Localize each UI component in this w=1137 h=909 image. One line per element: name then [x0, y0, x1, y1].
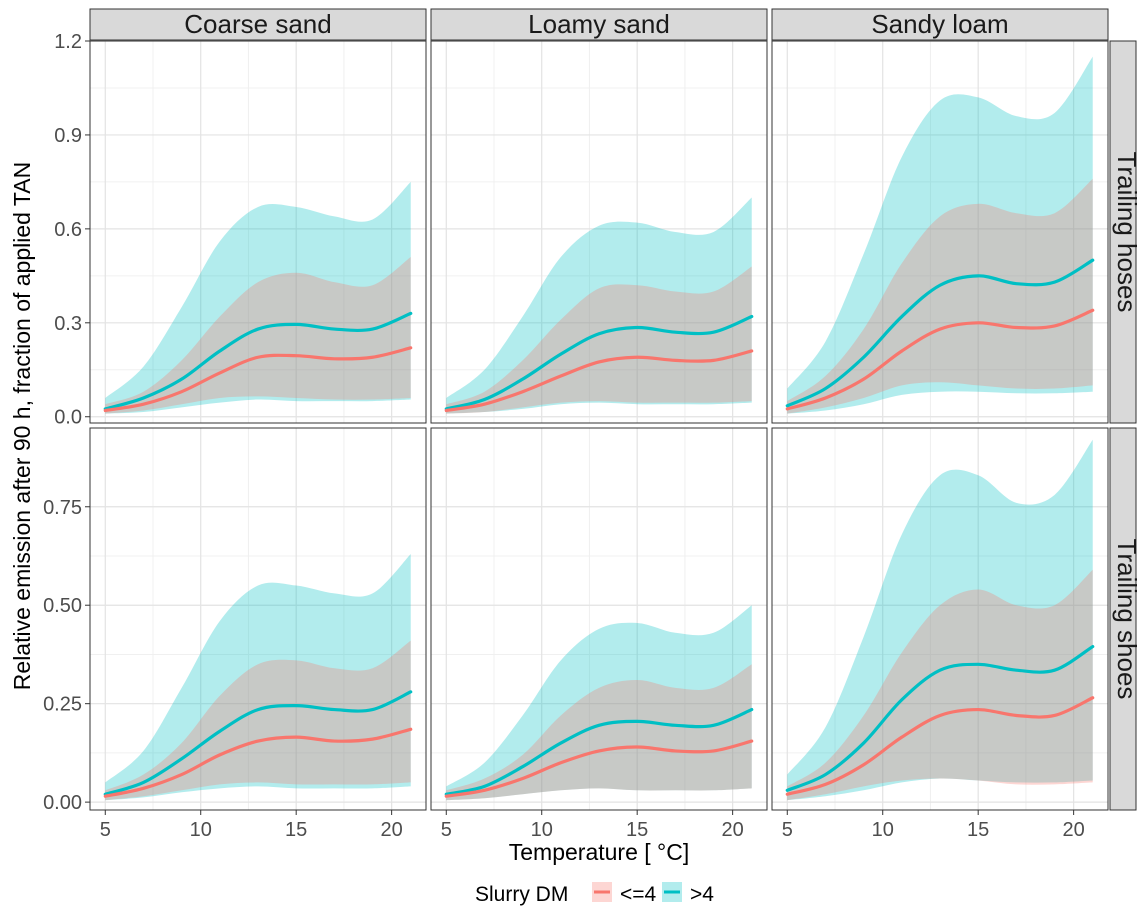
y-tick-label: 0.00 [43, 792, 82, 814]
row-strip-label: Trailing shoes [1112, 539, 1137, 700]
panel-background [90, 41, 426, 423]
confidence-band [105, 181, 411, 414]
mean-line [785, 308, 1095, 411]
panel-background [431, 428, 767, 810]
y-tick-label: 0.3 [54, 313, 82, 335]
legend-label: >4 [690, 883, 714, 906]
confidence-band [446, 266, 752, 414]
panel-border [89, 427, 427, 811]
x-tick-label: 15 [285, 819, 307, 841]
x-tick-label: 20 [381, 819, 403, 841]
column-strip [89, 8, 427, 41]
panel-border [771, 427, 1109, 811]
x-tick-label: 20 [722, 819, 744, 841]
y-tick-label: 0.75 [43, 497, 82, 519]
mean-line [103, 690, 413, 796]
mean-line [444, 707, 754, 796]
confidence-band [787, 178, 1093, 414]
x-tick-label: 10 [190, 819, 212, 841]
mean-line [444, 349, 754, 413]
panel-background [90, 428, 426, 810]
x-tick-label: 15 [967, 819, 989, 841]
legend: Slurry DM <=4 >4 [475, 882, 714, 906]
legend-label: <=4 [620, 883, 657, 906]
panel-border [771, 40, 1109, 424]
confidence-band [787, 56, 1093, 414]
y-tick-label: 0.25 [43, 694, 82, 716]
x-tick-label: 10 [531, 819, 553, 841]
column-strip-label: Sandy loam [871, 9, 1008, 39]
panel-background [772, 428, 1108, 810]
column-strip-label: Coarse sand [184, 9, 331, 39]
confidence-band [787, 439, 1093, 801]
panel [430, 427, 768, 811]
y-axis-title: Relative emission after 90 h, fraction o… [9, 162, 35, 690]
x-tick-label: 5 [441, 819, 452, 841]
panel [89, 40, 427, 424]
x-tick-label: 5 [100, 819, 111, 841]
mean-line [103, 346, 413, 413]
mean-line [103, 311, 413, 411]
mean-line [785, 644, 1095, 792]
mean-line [444, 739, 754, 798]
confidence-band [105, 257, 411, 414]
y-tick-label: 0.9 [54, 125, 82, 147]
row-strip [1109, 427, 1137, 811]
x-axis-title: Temperature [ °C] [509, 839, 690, 865]
y-tick-label: 1.2 [54, 31, 82, 53]
confidence-band [105, 554, 411, 801]
panel [430, 40, 768, 424]
mean-line [785, 258, 1095, 408]
panel [89, 427, 427, 811]
mean-line [785, 696, 1095, 796]
row-strip [1109, 40, 1137, 424]
panel-border [430, 40, 768, 424]
column-strip [430, 8, 768, 41]
panel-border [89, 40, 427, 424]
x-tick-label: 20 [1063, 819, 1085, 841]
x-tick-label: 15 [626, 819, 648, 841]
panel-border [430, 427, 768, 811]
y-tick-label: 0.6 [54, 219, 82, 241]
y-tick-label: 0.50 [43, 595, 82, 617]
row-strip-label: Trailing hoses [1112, 152, 1137, 313]
mean-line [444, 314, 754, 411]
column-strip [771, 8, 1109, 41]
mean-line [103, 727, 413, 798]
legend-title: Slurry DM [475, 883, 568, 906]
column-strip-label: Loamy sand [528, 9, 670, 39]
x-tick-label: 5 [782, 819, 793, 841]
panel-background [772, 41, 1108, 423]
y-tick-label: 0.0 [54, 407, 82, 429]
panel [771, 40, 1109, 424]
x-tick-label: 10 [872, 819, 894, 841]
panel [771, 427, 1109, 811]
